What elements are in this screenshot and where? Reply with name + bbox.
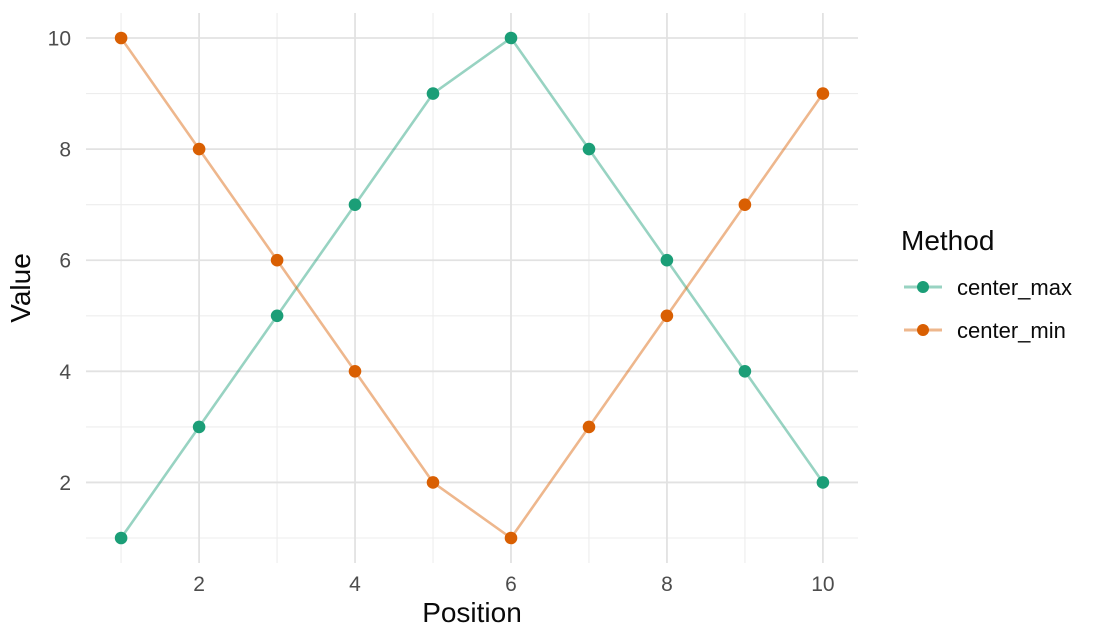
x-tick-label: 4 (349, 573, 361, 596)
y-tick-label: 2 (59, 472, 71, 495)
series-line-center_min (120, 37, 824, 540)
x-axis-title: Position (422, 597, 522, 628)
y-tick-label: 10 (48, 28, 71, 51)
data-point-center_max-x3 (270, 309, 284, 323)
data-point-center_max-x1 (114, 531, 128, 545)
data-point-center_min-x7 (582, 420, 596, 434)
legend-title: Method (901, 225, 994, 256)
y-tick-label: 8 (59, 139, 71, 162)
data-point-center_min-x9 (738, 198, 752, 211)
data-point-center_min-x1 (114, 31, 128, 45)
data-point-center_min-x8 (660, 309, 674, 323)
legend-label-center_min: center_min (957, 318, 1066, 343)
data-point-center_min-x2 (192, 142, 206, 156)
data-point-center_max-x6 (504, 31, 518, 45)
legend-label-center_max: center_max (957, 275, 1072, 300)
legend-key-point-center_max (917, 281, 929, 293)
data-point-center_min-x5 (426, 476, 440, 489)
x-tick-label: 8 (661, 573, 673, 596)
x-tick-label: 10 (811, 573, 834, 596)
x-tick-label: 2 (193, 573, 205, 596)
data-point-center_max-x4 (348, 198, 362, 211)
data-point-center_max-x8 (660, 253, 674, 267)
data-point-center_min-x10 (816, 87, 830, 100)
data-point-center_max-x2 (192, 420, 206, 434)
data-point-center_max-x9 (738, 365, 752, 378)
data-point-center_max-x10 (816, 476, 830, 489)
data-point-center_max-x5 (426, 87, 440, 100)
data-point-center_min-x4 (348, 365, 362, 378)
series-line-center_max (120, 36, 824, 539)
y-axis-title: Value (5, 253, 36, 323)
y-tick-label: 4 (59, 361, 71, 384)
data-point-center_max-x7 (582, 142, 596, 156)
x-tick-label: 6 (505, 573, 517, 596)
data-point-center_min-x3 (270, 253, 284, 267)
y-tick-label: 6 (59, 250, 71, 273)
data-point-center_min-x6 (504, 531, 518, 545)
legend-key-point-center_min (917, 324, 929, 336)
